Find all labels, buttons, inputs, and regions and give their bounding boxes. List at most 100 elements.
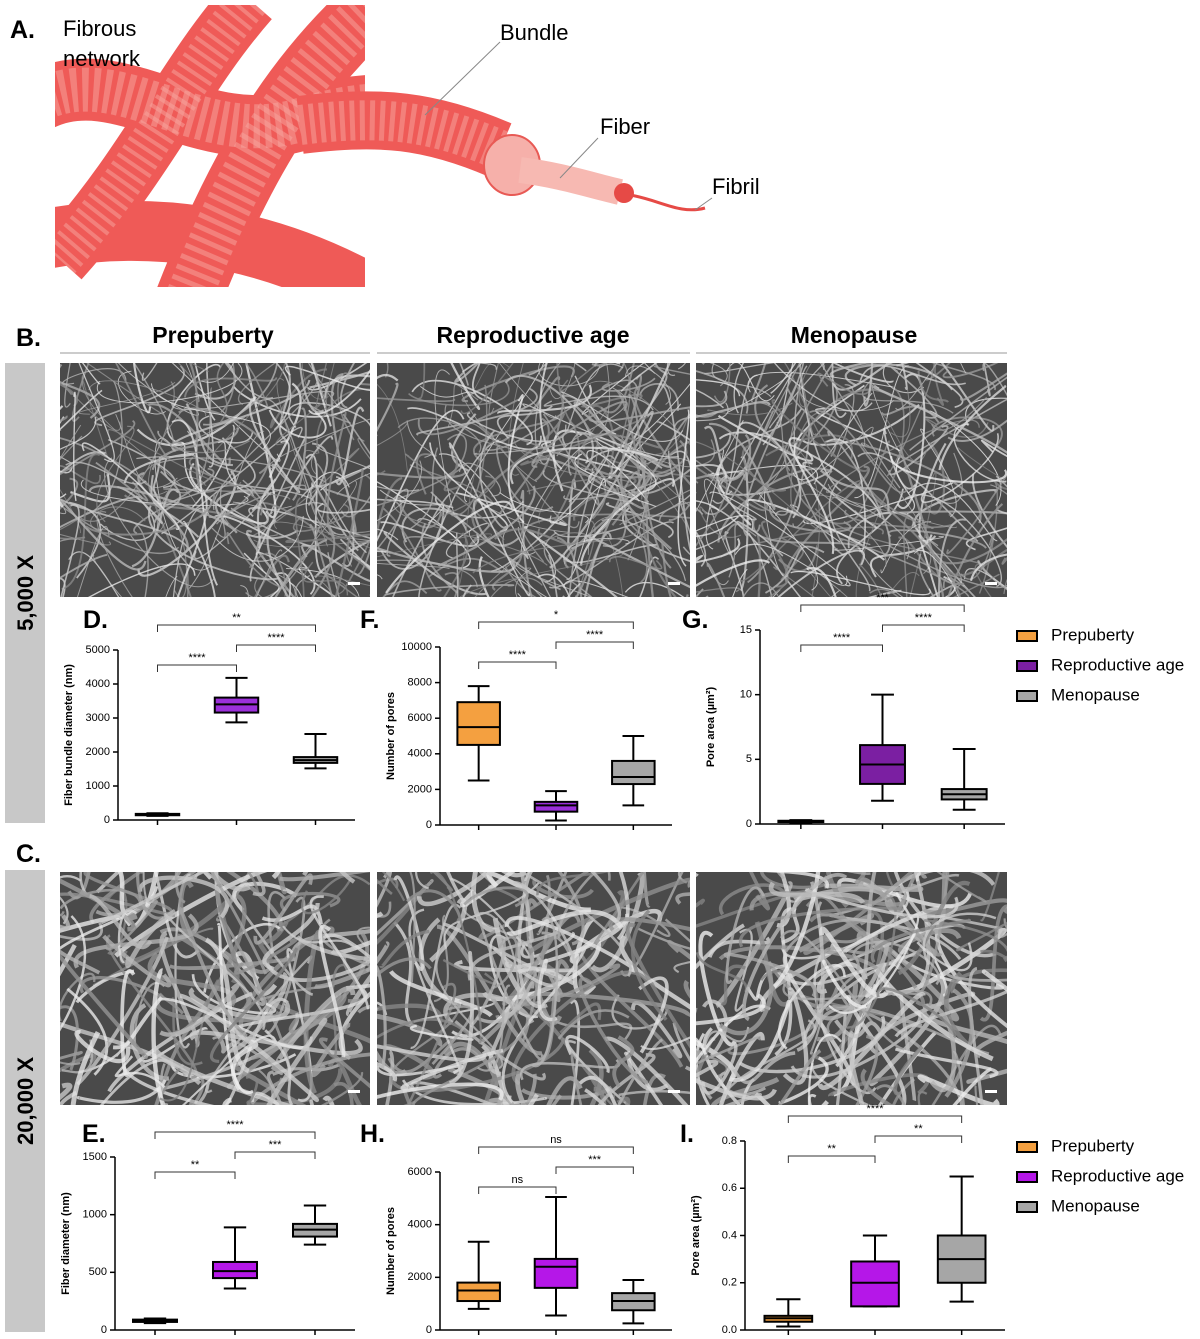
sem-fiber bbox=[732, 568, 748, 597]
box bbox=[850, 1260, 900, 1308]
sem-fiber bbox=[532, 878, 594, 899]
sem-fiber bbox=[201, 363, 234, 383]
legend-label: Prepuberty bbox=[1051, 625, 1135, 644]
y-tick-label: 0 bbox=[426, 819, 432, 831]
panel-letter: C. bbox=[16, 840, 41, 868]
sem-fiber bbox=[185, 363, 200, 403]
sem-fiber bbox=[696, 923, 745, 970]
significance-label: *** bbox=[876, 592, 890, 604]
sem-fiber bbox=[108, 438, 176, 489]
sem-fiber bbox=[999, 929, 1007, 938]
sem-fiber bbox=[377, 941, 390, 965]
sem-fiber bbox=[491, 468, 594, 573]
sem-fiber bbox=[457, 438, 501, 591]
sem-fiber bbox=[827, 483, 863, 509]
sem-fiber bbox=[582, 433, 662, 450]
sem-fiber bbox=[253, 873, 314, 945]
box bbox=[212, 1260, 258, 1280]
sem-fiber bbox=[557, 872, 585, 946]
sem-fiber bbox=[696, 537, 741, 564]
sem-fiber bbox=[496, 405, 553, 439]
sem-fiber bbox=[155, 1063, 185, 1105]
sem-fiber bbox=[857, 872, 877, 998]
y-axis-label: Pore area (µm²) bbox=[705, 687, 717, 768]
sem-fiber bbox=[415, 872, 430, 890]
box bbox=[611, 759, 656, 786]
sem-fiber bbox=[831, 363, 847, 418]
sem-fiber bbox=[268, 409, 327, 439]
sem-fiber bbox=[430, 491, 561, 591]
sem-fiber bbox=[107, 429, 242, 487]
sem-fiber bbox=[673, 960, 690, 974]
sem-fiber bbox=[764, 545, 825, 594]
sem-fiber bbox=[377, 546, 516, 573]
significance-bracket bbox=[478, 661, 557, 669]
sem-fiber bbox=[952, 573, 1000, 597]
sem-fiber bbox=[280, 891, 341, 912]
sem-fiber bbox=[683, 979, 690, 999]
sem-fiber bbox=[81, 363, 101, 385]
sem-fiber bbox=[952, 1050, 965, 1105]
sem-fiber bbox=[68, 551, 120, 597]
sem-fiber bbox=[377, 460, 422, 522]
sem-fiber bbox=[459, 363, 469, 386]
sem-fiber bbox=[221, 437, 256, 490]
sem-fiber bbox=[847, 1030, 865, 1105]
sem-fiber bbox=[699, 506, 742, 538]
sem-fiber bbox=[327, 552, 340, 597]
sem-fiber bbox=[666, 363, 676, 376]
sem-fiber bbox=[590, 872, 645, 950]
sem-fiber bbox=[931, 396, 988, 431]
sem-fiber bbox=[947, 419, 1007, 442]
sem-fiber bbox=[226, 531, 282, 588]
box bbox=[533, 1257, 579, 1289]
sem-fiber bbox=[345, 550, 370, 569]
sem-fiber bbox=[463, 886, 529, 908]
significance-bracket bbox=[787, 1155, 876, 1163]
sem-fiber bbox=[542, 469, 634, 506]
sem-fiber bbox=[438, 485, 536, 567]
sem-fiber bbox=[934, 363, 944, 406]
sem-fiber bbox=[266, 519, 290, 597]
sem-fiber bbox=[418, 398, 520, 436]
sem-fiber bbox=[696, 531, 729, 550]
sem-fiber bbox=[76, 936, 169, 1086]
sem-fiber bbox=[60, 922, 103, 941]
sem-fiber bbox=[707, 433, 752, 482]
sem-fiber bbox=[869, 588, 899, 597]
sem-fiber bbox=[194, 491, 272, 560]
sem-fiber bbox=[136, 430, 198, 460]
sem-fiber bbox=[828, 1073, 930, 1098]
sem-fiber bbox=[857, 452, 979, 543]
sem-fiber bbox=[464, 363, 544, 503]
sem-fiber bbox=[587, 516, 609, 555]
sem-fiber bbox=[417, 363, 426, 400]
sem-fiber bbox=[620, 906, 671, 937]
sem-fiber bbox=[782, 983, 924, 1001]
fiber-label: Fiber bbox=[600, 114, 650, 139]
sem-fiber bbox=[709, 363, 728, 387]
sem-fiber bbox=[492, 936, 518, 990]
sem-fiber bbox=[972, 473, 1007, 549]
sem-fiber bbox=[944, 970, 1007, 982]
sem-fiber bbox=[913, 872, 931, 993]
sem-fiber bbox=[163, 912, 266, 1031]
significance-label: **** bbox=[267, 632, 285, 644]
sem-fiber bbox=[675, 892, 690, 905]
sem-fiber bbox=[384, 584, 515, 596]
significance-bracket bbox=[882, 624, 965, 632]
panel-letter: A. bbox=[10, 16, 35, 44]
y-tick-label: 1500 bbox=[83, 1151, 107, 1163]
sem-fiber bbox=[894, 989, 1007, 1038]
sem-fiber bbox=[60, 508, 67, 515]
sem-fiber bbox=[216, 872, 254, 922]
sem-fiber bbox=[590, 872, 622, 922]
sem-fiber bbox=[323, 487, 370, 504]
sem-fiber bbox=[215, 489, 271, 526]
sem-fiber bbox=[249, 397, 300, 493]
column-title: Reproductive age bbox=[437, 322, 630, 348]
sem-fiber bbox=[537, 419, 580, 538]
sem-fiber bbox=[520, 438, 607, 520]
sem-fiber bbox=[943, 577, 976, 597]
sem-fiber bbox=[917, 370, 949, 403]
